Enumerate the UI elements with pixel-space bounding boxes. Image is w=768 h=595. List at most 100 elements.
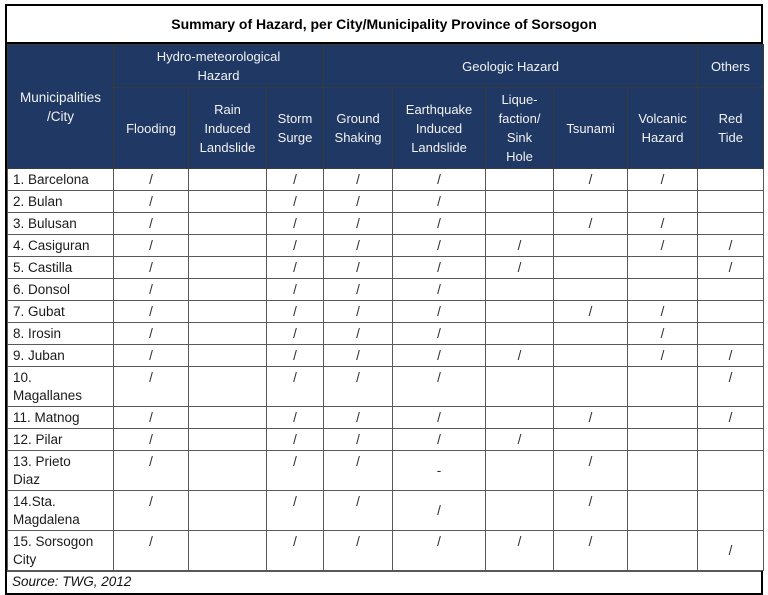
hazard-mark-cell: / (697, 406, 765, 429)
hazard-mark-cell: / (392, 366, 487, 407)
group-header-hydromet: Hydro-meteorological Hazard (112, 44, 325, 88)
hazard-mark-cell: / (113, 450, 189, 491)
municipality-cell: 12. Pilar (7, 428, 114, 451)
hazard-mark-cell: / (113, 530, 189, 571)
hazard-mark-cell: / (113, 256, 189, 279)
empty-cell (553, 234, 629, 257)
empty-cell (188, 428, 267, 451)
empty-cell (188, 168, 267, 191)
column-header-storm-surge: Storm Surge (265, 87, 325, 169)
hazard-mark-cell: / (392, 212, 487, 235)
empty-cell (697, 278, 765, 301)
hazard-mark-cell: / (392, 490, 487, 531)
hazard-mark-cell: / (392, 530, 487, 571)
hazard-mark-cell: / (323, 278, 394, 301)
table-row: 11. Matnog / / / / / / (7, 406, 765, 429)
hazard-mark-cell: / (265, 234, 325, 257)
hazard-mark-cell: / (265, 278, 325, 301)
hazard-mark-cell: / (323, 366, 394, 407)
hazard-mark-cell: / (392, 406, 487, 429)
empty-cell (627, 256, 699, 279)
hazard-mark-cell: / (265, 344, 325, 367)
hazard-mark-cell: / (323, 530, 394, 571)
source-note: Source: TWG, 2012 (7, 571, 761, 593)
hazard-mark-cell: / (113, 278, 189, 301)
municipality-cell: 11. Matnog (7, 406, 114, 429)
hazard-mark-cell: / (265, 428, 325, 451)
hazard-mark-cell: / (113, 300, 189, 323)
column-header-tsunami: Tsunami (553, 87, 629, 169)
hazard-mark-cell: / (485, 530, 555, 571)
hazard-mark-cell: / (392, 256, 487, 279)
table-row: 1. Barcelona / / / / / / (7, 168, 765, 191)
hazard-mark-cell: / (553, 168, 629, 191)
hazard-mark-cell: / (392, 278, 487, 301)
table-row: 13. Prieto Diaz / / / - / (7, 450, 765, 491)
group-header-row: Municipalities /City Hydro-meteorologica… (7, 44, 765, 169)
empty-cell (188, 406, 267, 429)
empty-cell (627, 530, 699, 571)
hazard-mark-cell: / (265, 490, 325, 531)
hazard-mark-cell: / (323, 168, 394, 191)
empty-cell (188, 344, 267, 367)
municipality-cell: 5. Castilla (7, 256, 114, 279)
municipality-cell: 9. Juban (7, 344, 114, 367)
column-header-volcanic-hazard: Volcanic Hazard (627, 87, 699, 169)
hazard-mark-cell: / (392, 234, 487, 257)
hazard-mark-cell: / (697, 530, 765, 571)
empty-cell (627, 406, 699, 429)
hazard-mark-cell: / (627, 168, 699, 191)
table-row: 7. Gubat / / / / / / (7, 300, 765, 323)
empty-cell (627, 366, 699, 407)
document-title: Summary of Hazard, per City/Municipality… (7, 6, 761, 44)
hazard-mark-cell: / (553, 450, 629, 491)
hazard-mark-cell: / (485, 428, 555, 451)
hazard-mark-cell: / (485, 256, 555, 279)
hazard-mark-cell: - (392, 450, 487, 491)
column-header-ground-shaking: Ground Shaking (323, 87, 394, 169)
empty-cell (188, 530, 267, 571)
hazard-mark-cell: / (553, 406, 629, 429)
hazard-mark-cell: / (697, 366, 765, 407)
hazard-mark-cell: / (627, 234, 699, 257)
empty-cell (553, 366, 629, 407)
hazard-mark-cell: / (113, 190, 189, 213)
hazard-mark-cell: / (113, 168, 189, 191)
empty-cell (485, 300, 555, 323)
group-header-others: Others (697, 44, 765, 88)
hazard-mark-cell: / (697, 234, 765, 257)
empty-cell (485, 278, 555, 301)
hazard-mark-cell: / (113, 428, 189, 451)
municipality-cell: 13. Prieto Diaz (7, 450, 114, 491)
municipality-cell: 14.Sta. Magdalena (7, 490, 114, 531)
municipality-cell: 15. Sorsogon City (7, 530, 114, 571)
empty-cell (188, 212, 267, 235)
empty-cell (697, 168, 765, 191)
table-row: 4. Casiguran / / / / / / / (7, 234, 765, 257)
hazard-mark-cell: / (265, 450, 325, 491)
empty-cell (627, 190, 699, 213)
table-row: 3. Bulusan / / / / / / (7, 212, 765, 235)
empty-cell (188, 234, 267, 257)
hazard-mark-cell: / (323, 212, 394, 235)
hazard-mark-cell: / (627, 300, 699, 323)
hazard-mark-cell: / (265, 322, 325, 345)
hazard-mark-cell: / (323, 234, 394, 257)
column-header-red-tide: Red Tide (697, 87, 765, 169)
hazard-mark-cell: / (323, 428, 394, 451)
municipality-cell: 4. Casiguran (7, 234, 114, 257)
hazard-mark-cell: / (323, 256, 394, 279)
municipality-cell: 3. Bulusan (7, 212, 114, 235)
empty-cell (485, 168, 555, 191)
table-row: 14.Sta. Magdalena / / / / / (7, 490, 765, 531)
table-row: 10. Magallanes / / / / / (7, 366, 765, 407)
empty-cell (553, 322, 629, 345)
table-row: 5. Castilla / / / / / / (7, 256, 765, 279)
hazard-mark-cell: / (113, 322, 189, 345)
municipality-cell: 2. Bulan (7, 190, 114, 213)
empty-cell (697, 450, 765, 491)
table-row: 15. Sorsogon City / / / / / / / (7, 530, 765, 571)
empty-cell (553, 256, 629, 279)
hazard-mark-cell: / (485, 234, 555, 257)
hazard-mark-cell: / (113, 344, 189, 367)
